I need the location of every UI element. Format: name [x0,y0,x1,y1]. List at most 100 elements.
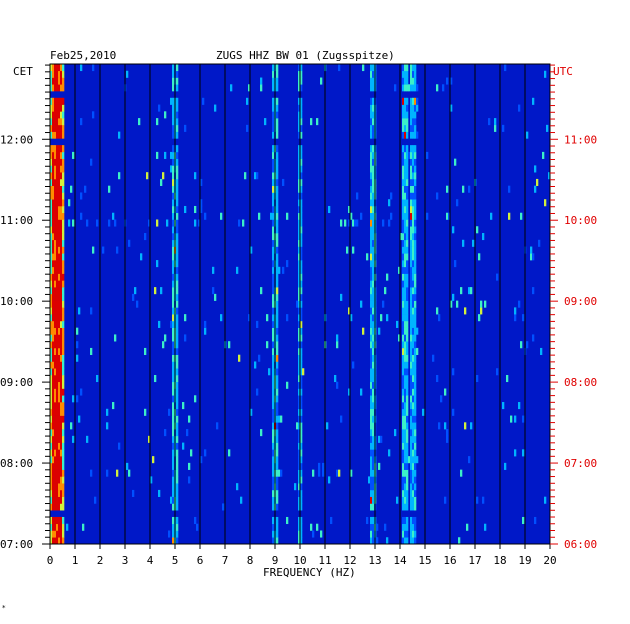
heatmap-cell [410,212,413,220]
heatmap-cell [458,537,461,545]
heatmap-cell [494,124,497,132]
heatmap-cell [414,361,417,369]
heatmap-cell [530,253,533,261]
heatmap-cell [362,64,365,72]
x-tick-label: 16 [443,554,456,567]
heatmap-cell [62,449,65,457]
heatmap-cell [58,314,61,322]
heatmap-cell [56,246,59,254]
heatmap-cell [298,361,301,369]
heatmap-cell [414,192,417,200]
heatmap-cell [54,449,57,457]
heatmap-cell [58,395,61,403]
heatmap-cell [156,260,159,268]
heatmap-cell [58,185,61,193]
heatmap-cell [54,233,57,241]
heatmap-cell [272,395,275,403]
chart-date-title: Feb25,2010 [50,49,116,62]
heatmap-cell [544,199,547,207]
heatmap-cell [300,266,303,274]
heatmap-cell [52,118,55,126]
heatmap-cell [56,84,59,92]
heatmap-cell [168,530,171,538]
heatmap-cell [272,145,275,153]
heatmap-cell [272,104,275,112]
utc-tick-label: 08:00 [564,376,597,389]
heatmap-cell [372,104,375,112]
chart-station-title: ZUGS HHZ BW 01 (Zugsspitze) [216,49,395,62]
heatmap-cell [412,246,415,254]
heatmap-cell [92,64,95,72]
heatmap-cell [172,442,175,450]
heatmap-cell [80,192,83,200]
heatmap-cell [52,334,55,342]
heatmap-cell [412,104,415,112]
heatmap-cell [404,178,407,186]
heatmap-cell [56,402,59,410]
heatmap-cell [472,239,475,247]
heatmap-cell [50,172,53,180]
heatmap-cell [372,172,375,180]
heatmap-cell [402,476,405,484]
heatmap-cell [336,334,339,342]
heatmap-cell [402,381,405,389]
heatmap-cell [54,320,57,328]
heatmap-cell [404,246,407,254]
heatmap-cell [534,516,537,525]
heatmap-cell [52,64,55,72]
heatmap-cell [406,260,409,268]
heatmap-cell [204,327,207,335]
heatmap-cell [298,530,301,538]
heatmap-cell [414,212,417,220]
heatmap-cell [370,77,373,85]
heatmap-cell [298,476,301,484]
heatmap-cell [62,104,65,112]
heatmap-cell [58,415,61,423]
heatmap-cell [62,469,65,477]
heatmap-cell [414,422,417,430]
heatmap-cell [300,219,303,227]
heatmap-cell [404,523,407,531]
cet-tick-label: 12:00 [0,133,33,146]
heatmap-cell [410,537,413,545]
heatmap-cell [404,205,407,214]
heatmap-cell [414,503,417,511]
heatmap-cell [412,516,415,525]
heatmap-cell [52,374,55,383]
heatmap-cell [60,77,63,85]
heatmap-cell [462,185,465,193]
heatmap-cell [502,124,505,132]
heatmap-cell [62,354,65,362]
heatmap-cell [52,483,55,491]
heatmap-cell [402,192,405,200]
heatmap-cell [56,395,59,403]
heatmap-cell [60,205,63,214]
heatmap-cell [160,178,163,186]
heatmap-cell [300,151,303,159]
heatmap-cell [446,435,449,443]
heatmap-cell [348,307,351,315]
heatmap-cell [300,158,303,166]
heatmap-cell [50,84,53,92]
heatmap-cell [54,111,57,119]
heatmap-cell [414,199,417,207]
heatmap-cell [176,280,179,288]
heatmap-cell [172,496,175,504]
heatmap-cell [54,145,57,153]
heatmap-cell [172,456,175,464]
heatmap-cell [370,402,373,410]
heatmap-cell [402,118,405,126]
heatmap-cell [62,185,65,193]
heatmap-cell [460,469,463,477]
heatmap-cell [62,537,65,545]
heatmap-cell [176,523,179,531]
heatmap-cell [404,145,407,153]
heatmap-cell [60,239,63,247]
heatmap-cell [414,408,417,416]
heatmap-cell [52,300,55,308]
heatmap-cell [58,476,61,484]
heatmap-cell [370,314,373,322]
heatmap-cell [406,253,409,261]
heatmap-cell [154,287,157,295]
x-tick-label: 10 [293,554,306,567]
